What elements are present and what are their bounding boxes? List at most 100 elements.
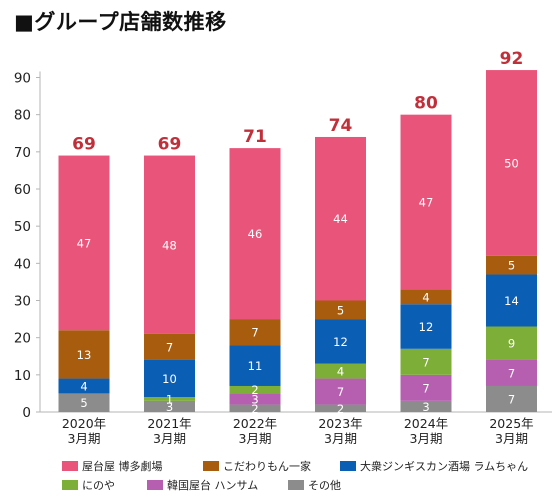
x-tick-label: 2020年: [62, 416, 106, 431]
data-label: 7: [166, 340, 173, 354]
data-label: 7: [422, 355, 429, 369]
bar-segment: [400, 400, 452, 412]
data-label: 5: [508, 259, 515, 273]
bar-segment: [400, 304, 452, 349]
bar-segment: [486, 359, 537, 386]
y-tick-label: 0: [22, 405, 31, 421]
data-label: 50: [504, 156, 519, 170]
bar-segment: [315, 404, 366, 412]
data-label: 9: [508, 337, 515, 351]
bar-segment: [229, 393, 281, 405]
bar-segment: [486, 326, 537, 360]
legend-swatch: [203, 461, 219, 471]
legend-swatch: [62, 480, 78, 490]
y-tick-label: 90: [14, 71, 31, 87]
data-label: 4: [422, 290, 429, 304]
bar-segment: [58, 330, 110, 379]
y-tick-label: 10: [14, 368, 31, 384]
x-tick-label: 3月期: [410, 431, 443, 446]
data-label: 7: [508, 366, 515, 380]
data-labels: 5413476931107486923211746712741254474377…: [72, 49, 523, 416]
data-label: 47: [419, 196, 434, 210]
data-label: 2: [251, 402, 258, 416]
legend-label: 大衆ジンギスカン酒場 ラムちゃん: [360, 459, 528, 473]
data-label: 7: [337, 385, 344, 399]
data-label: 2: [337, 402, 344, 416]
bar-segment: [144, 359, 195, 398]
x-tick-label: 2022年: [233, 416, 277, 431]
total-label: 80: [414, 94, 438, 114]
bar-segment: [58, 378, 110, 394]
data-label: 11: [248, 359, 263, 373]
x-tick-label: 2025年: [489, 416, 533, 431]
x-tick-label: 3月期: [495, 431, 528, 446]
data-label: 48: [162, 238, 177, 252]
x-tick-label: 2024年: [404, 416, 448, 431]
total-label: 92: [500, 49, 524, 69]
bar-segment: [486, 274, 537, 327]
bar-segment: [144, 333, 195, 360]
legend-swatch: [340, 461, 356, 471]
data-label: 1: [166, 392, 173, 406]
bars: [58, 70, 537, 412]
data-label: 10: [162, 372, 177, 386]
total-label: 69: [158, 135, 182, 155]
data-label: 12: [333, 335, 348, 349]
bar-segment: [400, 289, 452, 305]
data-label: 4: [337, 365, 344, 379]
x-tick-label: 3月期: [68, 431, 101, 446]
bar-segment: [144, 155, 195, 334]
data-label: 47: [77, 236, 92, 250]
bar-segment: [315, 136, 366, 301]
legend-swatch: [288, 480, 304, 490]
legend-label: その他: [308, 479, 341, 492]
bar-segment: [144, 400, 195, 412]
total-label: 71: [243, 127, 267, 147]
data-label: 46: [248, 227, 263, 241]
bar-segment: [315, 378, 366, 405]
legend-swatch: [62, 461, 78, 471]
x-tick-label: 3月期: [239, 431, 272, 446]
bar-segment: [315, 300, 366, 320]
bar-segment: [486, 385, 537, 412]
bar-segment: [229, 404, 281, 412]
x-tick-label: 2023年: [318, 416, 362, 431]
data-label: 14: [504, 294, 519, 308]
data-label: 5: [337, 303, 344, 317]
data-label: 7: [422, 381, 429, 395]
data-label: 13: [77, 348, 92, 362]
data-label: 4: [80, 379, 87, 393]
data-label: 3: [251, 392, 258, 406]
bar-segment: [229, 319, 281, 346]
bar-segment: [315, 363, 366, 379]
bar-segment: [486, 255, 537, 275]
y-tick-label: 30: [14, 294, 31, 310]
bar-segment: [229, 148, 281, 320]
x-tick-label: 3月期: [153, 431, 186, 446]
data-label: 7: [251, 326, 258, 340]
bar-segment: [229, 345, 281, 386]
data-label: 12: [419, 320, 434, 334]
bar-segment: [315, 319, 366, 364]
total-label: 74: [329, 116, 353, 136]
bar-segment: [400, 374, 452, 401]
data-label: 3: [166, 400, 173, 414]
x-tick-label: 3月期: [324, 431, 357, 446]
bar-segment: [58, 393, 110, 412]
bar-segment: [229, 385, 281, 394]
legend-label: にのや: [82, 479, 115, 492]
data-label: 2: [251, 383, 258, 397]
y-tick-label: 40: [14, 256, 31, 272]
y-tick-label: 50: [14, 219, 31, 235]
y-axis: 0 10 20 30 40 50 60 70 80 90: [14, 71, 552, 421]
legend-label: こだわりもん一家: [223, 459, 311, 473]
y-tick-label: 20: [14, 331, 31, 347]
bar-segment: [400, 114, 452, 290]
y-tick-label: 60: [14, 182, 31, 198]
legend-swatch: [147, 480, 163, 490]
x-axis: 2020年3月期2021年3月期2022年3月期2023年3月期2024年3月期…: [62, 416, 534, 446]
bar-segment: [400, 348, 452, 375]
chart-title: ■グループ店舗数推移: [14, 10, 227, 34]
y-tick-label: 70: [14, 145, 31, 161]
